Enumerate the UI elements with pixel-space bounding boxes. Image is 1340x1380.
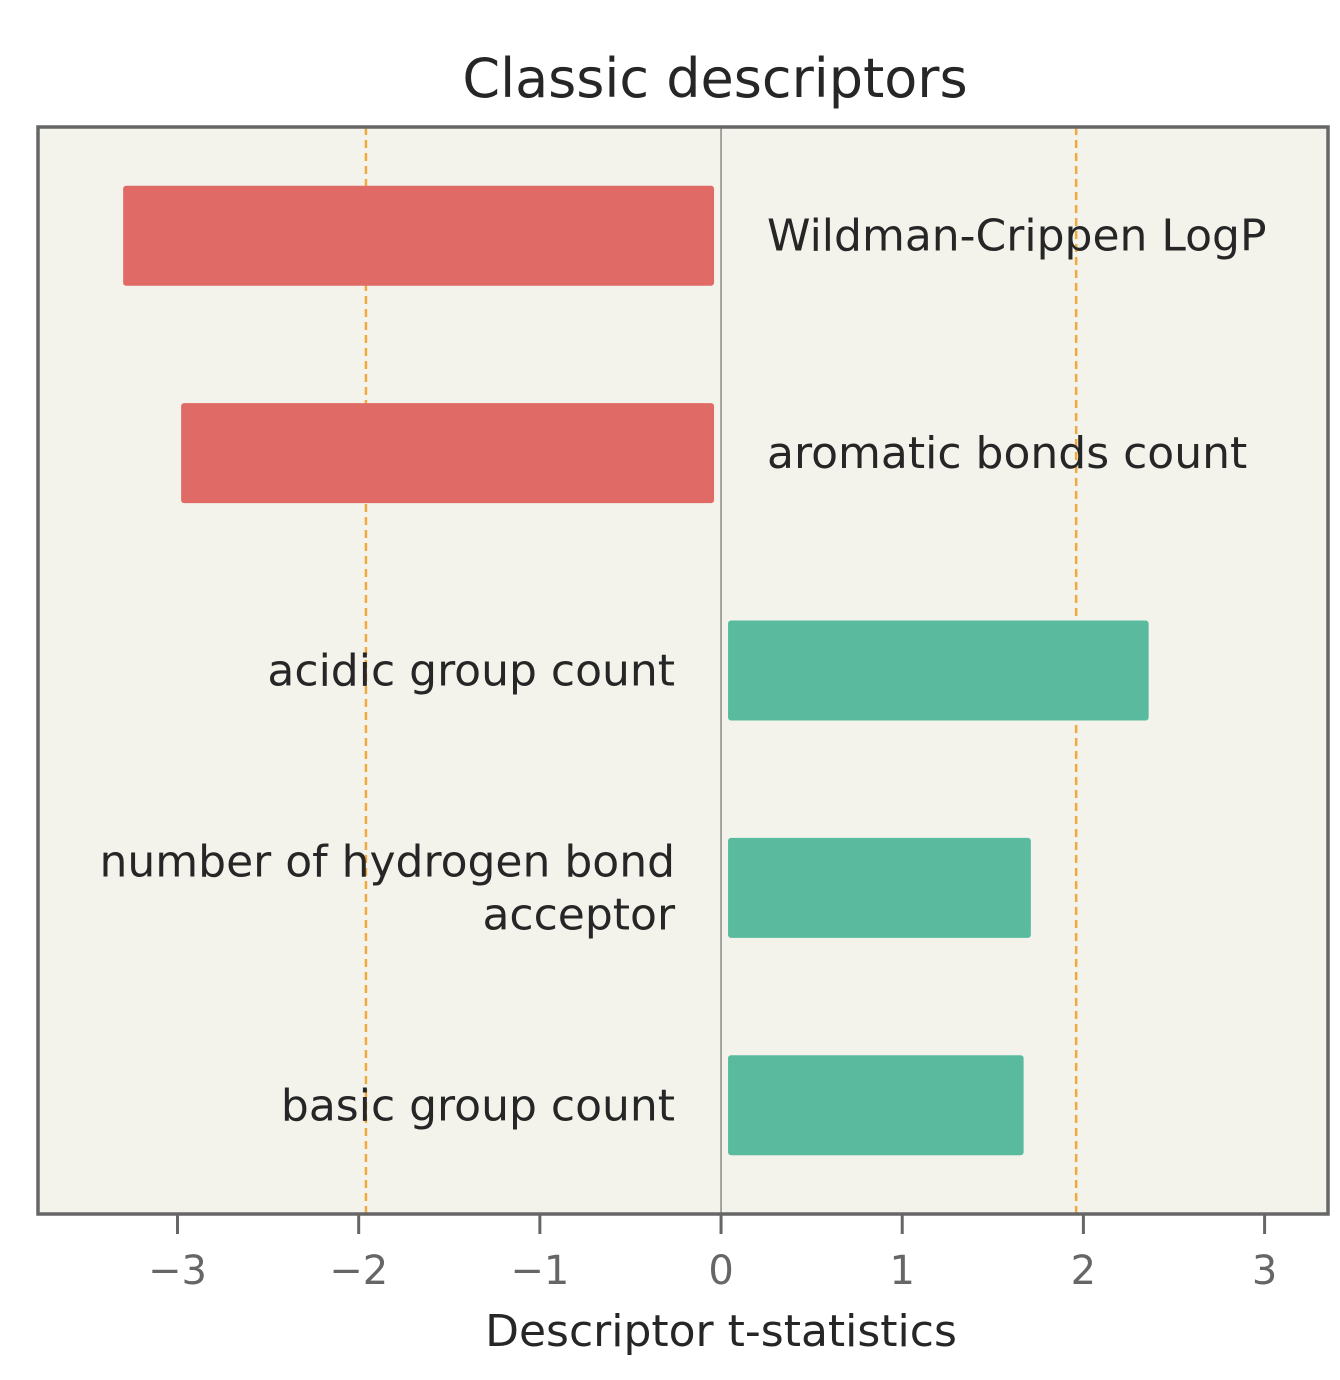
x-tick-label: −1	[510, 1248, 569, 1294]
bar-label: acidic group count	[267, 646, 675, 697]
x-tick-label: 2	[1071, 1248, 1096, 1294]
chart-title: Classic descriptors	[462, 47, 967, 110]
bar	[728, 620, 1149, 721]
bar-label: number of hydrogen bond acceptor	[100, 836, 676, 940]
x-axis-label: Descriptor t-statistics	[485, 1306, 957, 1357]
bar	[181, 403, 715, 504]
bar	[728, 837, 1031, 938]
bar	[123, 185, 715, 286]
x-tick-label: 3	[1252, 1248, 1277, 1294]
bar-label: aromatic bonds count	[767, 428, 1247, 479]
bar	[728, 1055, 1024, 1156]
bar-label: basic group count	[281, 1080, 675, 1131]
plot-frame	[36, 125, 1330, 1216]
bar-label: Wildman-Crippen LogP	[767, 211, 1266, 262]
x-tick-label: 0	[708, 1248, 733, 1294]
x-tick-label: −3	[148, 1248, 207, 1294]
x-tick-label: 1	[890, 1248, 915, 1294]
x-tick-label: −2	[329, 1248, 388, 1294]
